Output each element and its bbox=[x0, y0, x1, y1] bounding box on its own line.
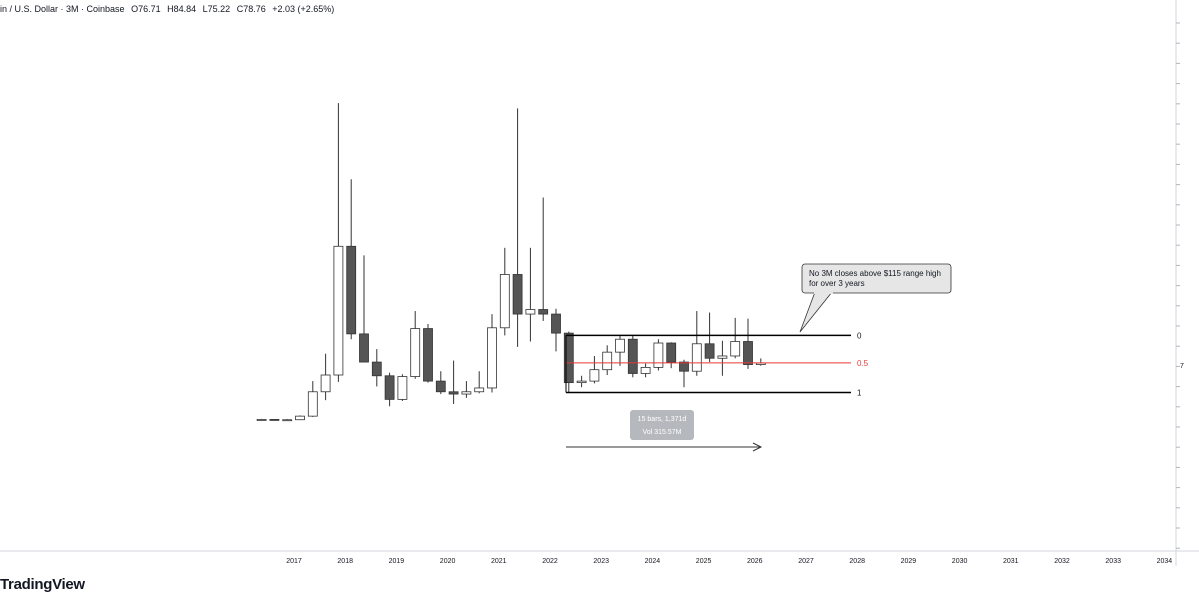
x-tick-label: 2024 bbox=[645, 558, 661, 565]
candle-body-down bbox=[563, 332, 574, 384]
candle-body-down bbox=[627, 338, 638, 374]
candle-body-up bbox=[320, 374, 331, 393]
candle-body-down bbox=[359, 333, 369, 363]
candle-body-up bbox=[410, 328, 421, 377]
x-tick-label: 2027 bbox=[798, 558, 814, 565]
candle-body-down bbox=[538, 309, 549, 315]
x-tick-label: 2021 bbox=[491, 558, 507, 565]
candle-body-up bbox=[474, 387, 485, 393]
date-price-range-measure[interactable]: 15 bars, 1,371d Vol 315.57M bbox=[566, 410, 763, 452]
x-tick-label: 2018 bbox=[337, 558, 353, 565]
x-tick-label: 2020 bbox=[440, 558, 456, 565]
x-tick-label: 2017 bbox=[286, 558, 302, 565]
candle-body-up bbox=[717, 355, 728, 359]
candle-body-down bbox=[666, 342, 677, 363]
measure-arrow-head bbox=[752, 442, 763, 452]
time-axis-ticks: 2017 2018 2019 2020 2021 2022 2023 2024 2025 2026… bbox=[286, 558, 1172, 565]
x-tick-label: 2029 bbox=[901, 558, 917, 565]
x-tick-label: 2030 bbox=[952, 558, 968, 565]
candle-body-down bbox=[743, 341, 753, 365]
candle-body-up bbox=[333, 245, 344, 376]
x-tick-label: 2031 bbox=[1003, 558, 1019, 565]
ohlc-close: C78.76 bbox=[236, 4, 266, 14]
candle-body-up bbox=[602, 351, 613, 371]
candle-body-up bbox=[525, 309, 536, 315]
measure-label-box bbox=[630, 410, 694, 440]
candle-body-up bbox=[256, 419, 267, 421]
current-price-label: 7 bbox=[1180, 363, 1184, 370]
x-tick-label: 2028 bbox=[849, 558, 865, 565]
fib-level-label: 1 bbox=[857, 389, 862, 398]
candle-body-up bbox=[615, 338, 625, 353]
candle-body-up bbox=[282, 419, 293, 422]
candle-body-down bbox=[551, 313, 561, 334]
candle-body-up bbox=[499, 274, 510, 329]
candle-body-down bbox=[269, 419, 280, 421]
x-tick-label: 2032 bbox=[1054, 558, 1070, 565]
candle-body-up bbox=[589, 369, 600, 382]
x-tick-label: 2034 bbox=[1157, 558, 1173, 565]
ohlc-low: L75.22 bbox=[202, 4, 231, 14]
candle-body-down bbox=[679, 361, 689, 372]
candle-body-up bbox=[576, 380, 587, 384]
candle-body-down bbox=[371, 361, 382, 377]
candle-body-up bbox=[730, 341, 741, 357]
symbol-title[interactable]: in / U.S. Dollar · 3M · Coinbase bbox=[0, 4, 125, 14]
callout-text-line1: No 3M closes above $115 range high bbox=[809, 269, 941, 278]
symbol-header: in / U.S. Dollar · 3M · Coinbase O76.71 … bbox=[0, 4, 338, 14]
fib-level-label: 0 bbox=[857, 331, 862, 340]
measure-vol-text: Vol 315.57M bbox=[643, 429, 682, 436]
candle-body-up bbox=[295, 415, 305, 421]
candles bbox=[256, 103, 766, 422]
candle-body-down bbox=[448, 391, 459, 395]
x-tick-label: 2019 bbox=[389, 558, 405, 565]
candle-body-down bbox=[346, 245, 357, 335]
x-tick-label: 2022 bbox=[542, 558, 558, 565]
measure-bars-text: 15 bars, 1,371d bbox=[638, 416, 687, 423]
candle-body-down bbox=[512, 274, 523, 315]
candle-body-down bbox=[704, 343, 715, 359]
x-tick-label: 2033 bbox=[1105, 558, 1121, 565]
fib-level-label: 0.5 bbox=[857, 359, 869, 368]
callout-box bbox=[801, 263, 952, 294]
ohlc-open: O76.71 bbox=[131, 4, 161, 14]
tradingview-logo[interactable]: TradingView bbox=[0, 576, 85, 593]
candle-body-down bbox=[435, 380, 446, 393]
callout-pointer bbox=[799, 291, 833, 333]
candle-body-down bbox=[423, 328, 433, 382]
candle-body-up bbox=[461, 391, 472, 395]
ohlc-change: +2.03 (+2.65%) bbox=[272, 4, 335, 14]
candle-body-up bbox=[307, 391, 318, 417]
candle-body-up bbox=[691, 343, 702, 372]
candle-body-up bbox=[397, 376, 408, 400]
x-tick-label: 2026 bbox=[747, 558, 763, 565]
callout-text-line2: for over 3 years bbox=[809, 279, 865, 288]
x-tick-label: 2025 bbox=[696, 558, 712, 565]
price-axis-area[interactable] bbox=[1176, 0, 1199, 566]
candle-body-up bbox=[487, 327, 497, 389]
ohlc-high: H84.84 bbox=[167, 4, 197, 14]
fib-retracement[interactable]: 00.51 bbox=[565, 331, 869, 398]
candle-body-up bbox=[653, 342, 664, 368]
candle-body-up bbox=[640, 366, 651, 374]
range-callout[interactable]: No 3M closes above $115 range high for o… bbox=[799, 263, 952, 333]
candle-body-down bbox=[384, 375, 395, 400]
x-tick-label: 2023 bbox=[593, 558, 609, 565]
price-axis-ticks bbox=[1176, 22, 1180, 549]
